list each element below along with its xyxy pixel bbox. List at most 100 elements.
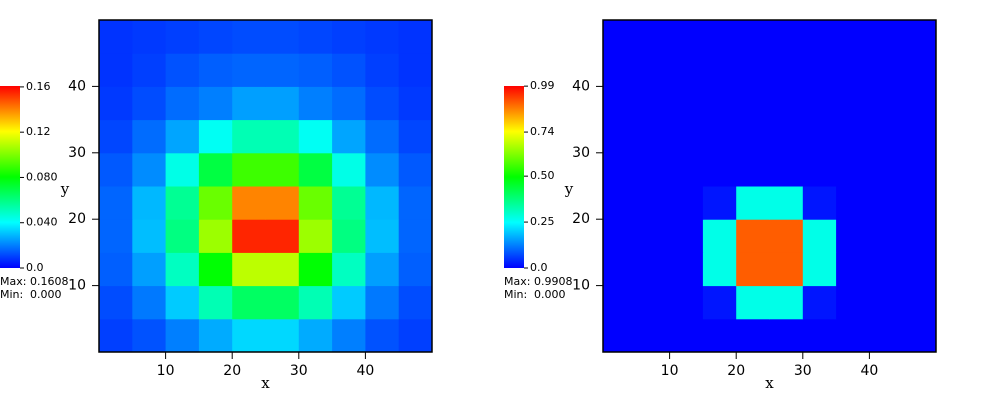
heat-cell [198,53,233,87]
heat-cell [669,20,704,54]
heat-cell [836,219,870,253]
heat-cell [165,318,200,353]
colorbar-tick-label: 0.12 [26,125,51,138]
colorbar [504,86,524,268]
heat-cell [165,219,200,253]
x-axis-label: x [765,374,774,392]
heat-cell [669,252,704,287]
heat-cell [636,186,671,220]
heat-cell [232,20,266,54]
heat-cell [232,252,266,287]
heat-cell [198,186,233,220]
heat-cell [702,285,737,320]
y-tick-label: 20 [572,211,590,227]
heat-cell [365,152,400,187]
heat-cell [265,53,300,87]
heat-cell [99,318,133,353]
min-label: Min: [504,288,527,301]
heat-cell [298,53,333,87]
heat-cell [132,252,167,287]
heat-cell [298,86,333,121]
heat-cell [636,285,671,320]
heat-cell [636,53,671,87]
heat-cell [636,86,671,121]
heat-cell [702,53,737,87]
heat-cell [398,152,433,187]
heat-cell [198,152,233,187]
heat-cell [636,219,671,253]
heat-cell [365,219,400,253]
heat-cell [332,219,366,253]
y-axis-label: y [564,180,574,198]
heat-cell [99,152,133,187]
heat-cell [902,318,937,353]
y-tick-label: 10 [68,278,86,294]
heat-cell [332,53,366,87]
heat-cell [902,219,937,253]
heat-cell [769,152,804,187]
heat-cell [836,86,870,121]
heat-cell [365,20,400,54]
heat-cell [265,20,300,54]
colorbar-tick-label: 0.99 [530,79,555,92]
heat-cell [802,285,837,320]
heat-cell [365,53,400,87]
x-tick-label: 40 [356,363,374,379]
heat-cell [165,86,200,121]
heat-cell [132,53,167,87]
heat-cell [298,252,333,287]
heat-cell [398,53,433,87]
heat-cell [332,186,366,220]
max-value: 0.9908 [534,275,573,288]
heat-cell [869,186,904,220]
colorbar-tick-label: 0.080 [26,170,58,183]
heat-cell [132,285,167,320]
x-tick-label: 30 [794,363,812,379]
y-tick-label: 10 [572,278,590,294]
heat-cell [736,53,770,87]
heat-cell [902,152,937,187]
heat-cell [836,285,870,320]
heat-cell [398,318,433,353]
heat-cell [836,119,870,154]
heat-cell [736,86,770,121]
max-label: Max: [0,275,26,288]
heat-cell [198,119,233,154]
heat-cell [232,53,266,87]
heat-cell [132,318,167,353]
plot-frame [602,19,937,353]
heat-cell [669,86,704,121]
heat-cell [836,53,870,87]
heat-cell [636,252,671,287]
y-tick-label: 30 [572,145,590,161]
heat-cell [298,152,333,187]
y-tick-label: 40 [572,78,590,94]
heat-cell [132,219,167,253]
heat-cell [298,285,333,320]
heat-cell [603,252,637,287]
heat-cell [232,219,266,253]
heat-cell [736,219,770,253]
heat-cell [198,20,233,54]
heat-cell [603,119,637,154]
min-label: Min: [0,288,23,301]
heat-cell [365,119,400,154]
heat-cell [736,186,770,220]
heat-cell [365,186,400,220]
heat-cell [332,86,366,121]
heat-cell [669,219,704,253]
y-tick-label: 40 [68,78,86,94]
heat-cell [232,318,266,353]
heat-cell [603,53,637,87]
heat-cell [232,86,266,121]
heat-cell [636,20,671,54]
heat-cell [265,285,300,320]
plot-frame [98,19,433,353]
heat-cell [836,318,870,353]
heat-cell [165,285,200,320]
heat-cell [398,119,433,154]
colorbar-tick-label: 0.0 [26,261,44,274]
heat-cell [902,86,937,121]
heat-cell [769,219,804,253]
